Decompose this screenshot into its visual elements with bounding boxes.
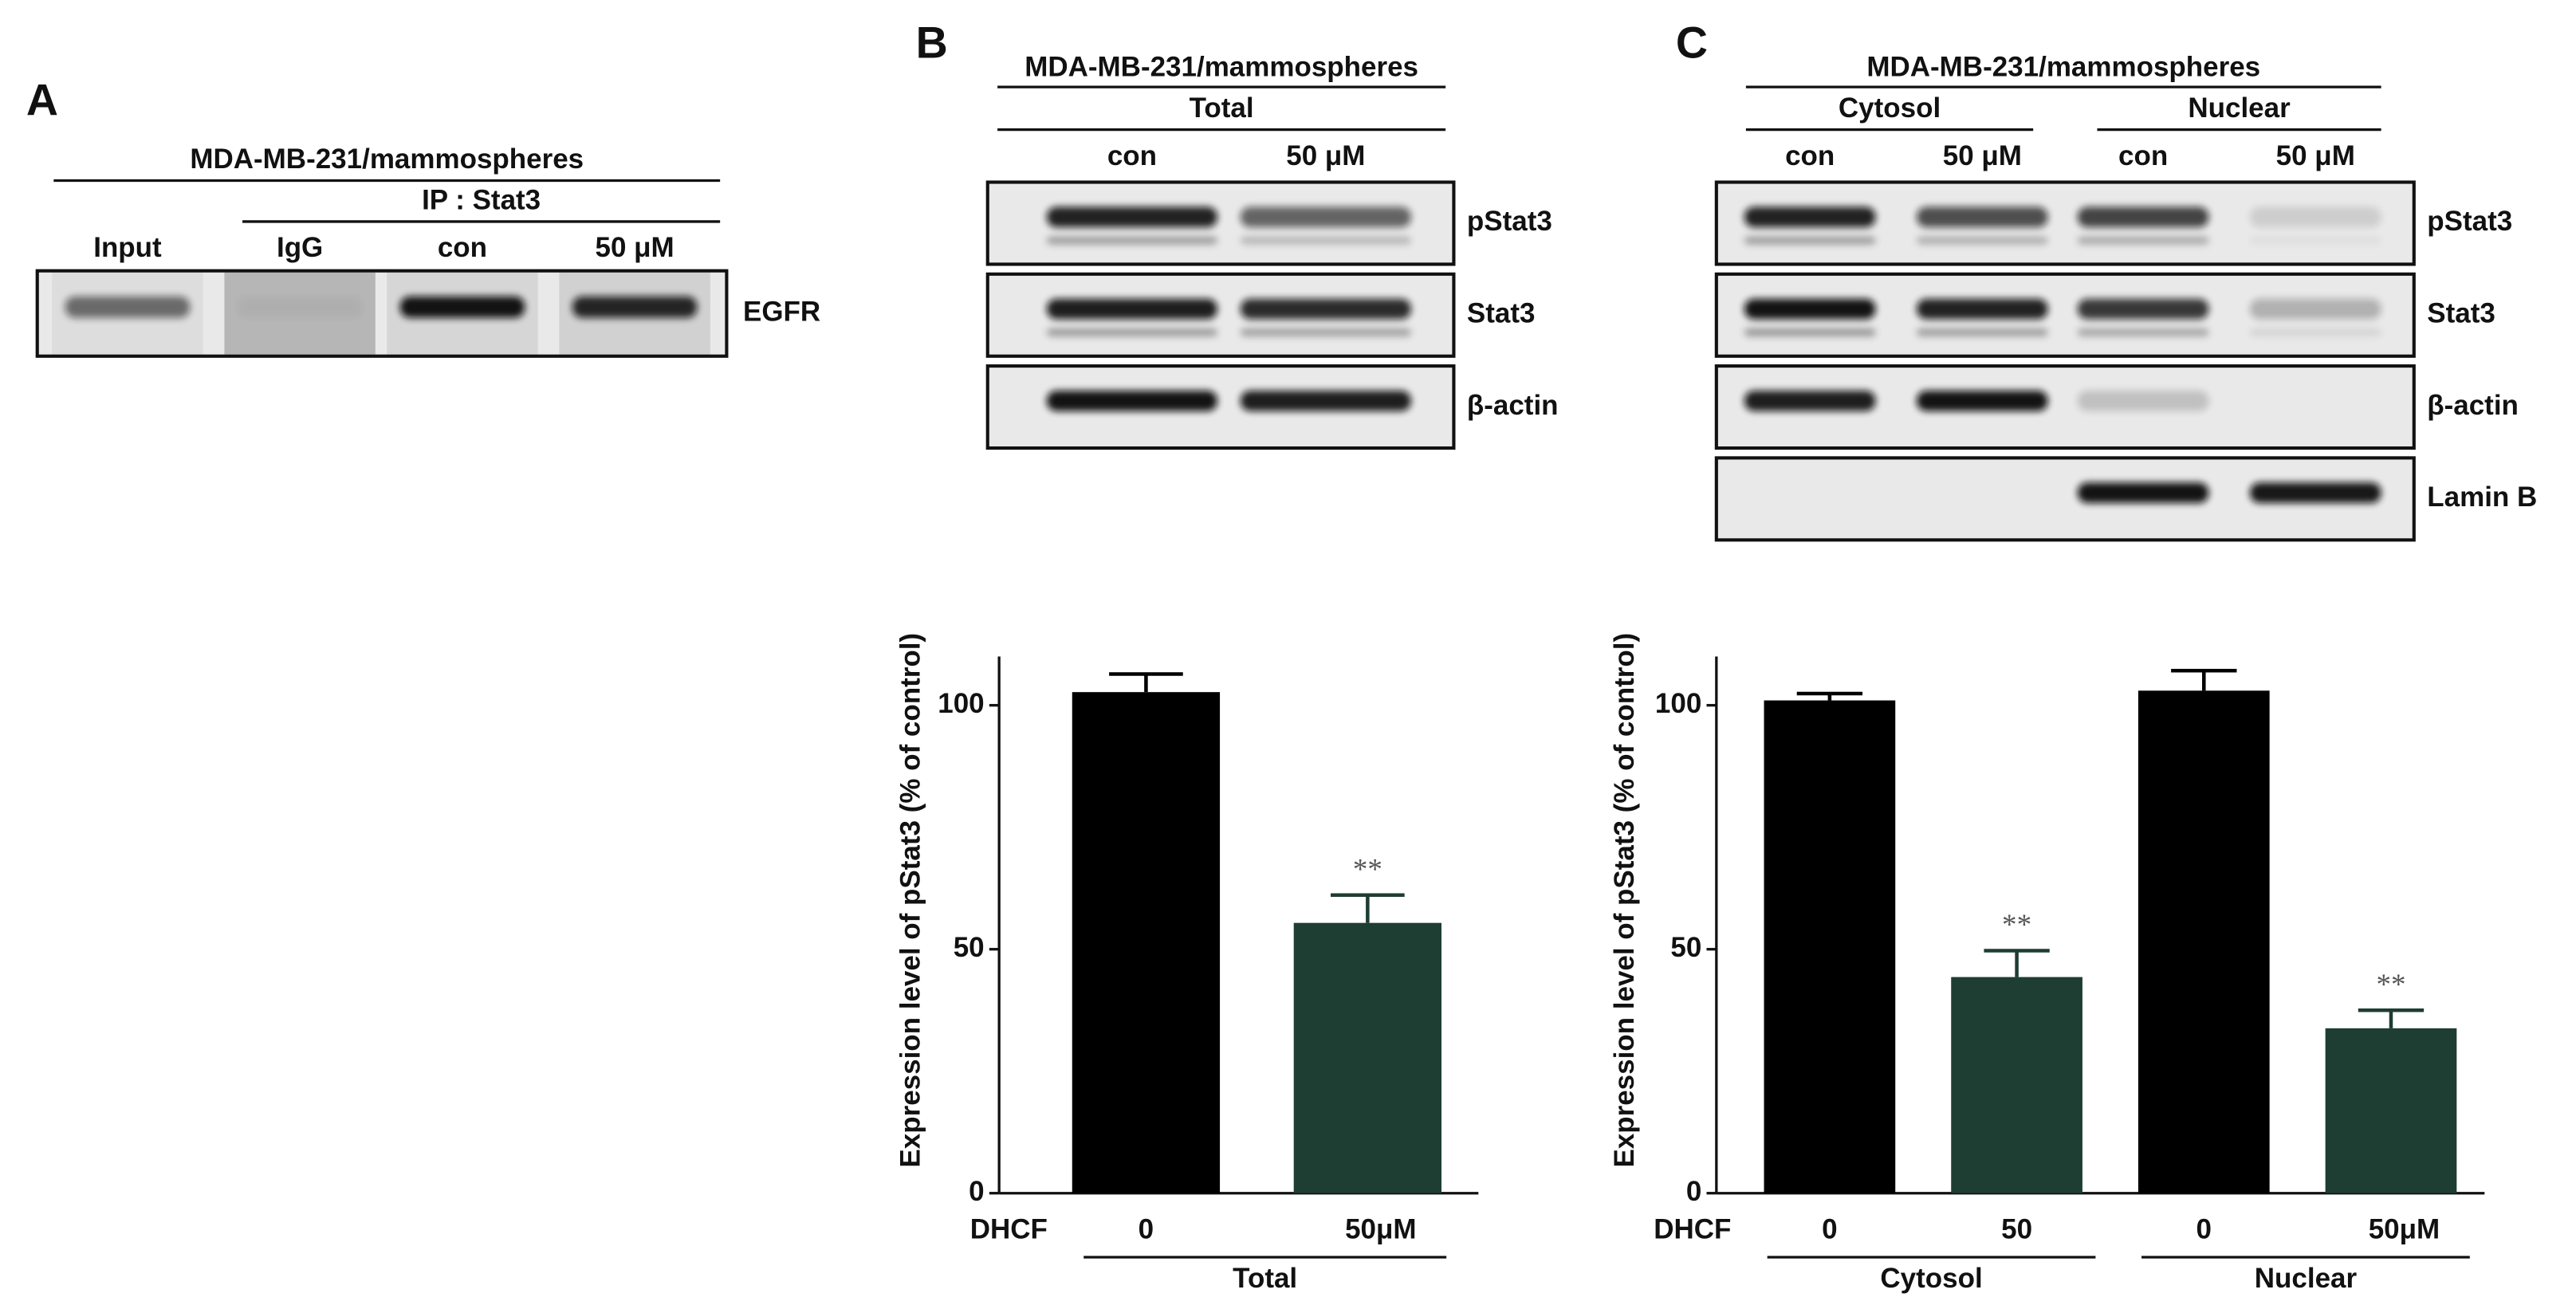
y-axis-title: Expression level of pStat3 (% of control… <box>1609 633 1640 1168</box>
x-tick-label: 0 <box>2196 1213 2212 1244</box>
blot-band <box>2077 298 2209 320</box>
blot-header: MDA-MB-231/mammospheres <box>1866 52 2260 83</box>
x-row-label: DHCF <box>970 1213 1048 1244</box>
significance: ** <box>2002 909 2031 942</box>
bar <box>1293 922 1441 1193</box>
blot-band <box>1917 206 2048 228</box>
bar <box>2137 690 2270 1193</box>
band-label: β-actin <box>2427 390 2519 421</box>
y-tick-label: 0 <box>969 1176 984 1207</box>
bar <box>1764 700 1896 1193</box>
band-label: pStat3 <box>1467 206 1552 237</box>
group-label: Total <box>1233 1263 1297 1294</box>
y-tick-label: 100 <box>1655 688 1701 719</box>
error-bar <box>2171 668 2237 691</box>
panel-label: A <box>26 75 58 124</box>
band-label: pStat3 <box>2427 206 2512 237</box>
blot-band <box>2249 482 2381 504</box>
blot-header: MDA-MB-231/mammospheres <box>1025 52 1418 83</box>
blot-band <box>1046 298 1217 320</box>
lane-label: con <box>438 232 487 263</box>
blot-band <box>2249 206 2381 228</box>
blot-band-minor <box>1744 236 1876 245</box>
lane-label: 50 μM <box>1286 140 1365 171</box>
group-label: Nuclear <box>2255 1263 2358 1294</box>
blot-band <box>399 296 525 318</box>
blot-band-minor <box>1046 236 1217 245</box>
x-tick-label: 50μM <box>1345 1213 1416 1244</box>
y-axis-title: Expression level of pStat3 (% of control… <box>895 633 926 1168</box>
blot-band <box>237 296 363 318</box>
blot-band <box>1917 298 2048 320</box>
blot-header: MDA-MB-231/mammospheres <box>190 143 584 175</box>
error-bar <box>2358 1008 2425 1028</box>
blot-band <box>2077 482 2209 504</box>
x-tick-label: 50μM <box>2369 1213 2440 1244</box>
y-tick-label: 100 <box>938 688 984 719</box>
blot-subheader: IP : Stat3 <box>422 184 541 215</box>
y-tick-label: 0 <box>1686 1176 1701 1207</box>
blot-band <box>1046 206 1217 228</box>
lane-label: con <box>2118 140 2168 171</box>
blot-band <box>1240 298 1411 320</box>
fraction-label: Nuclear <box>2188 92 2291 124</box>
bar <box>1951 977 2082 1193</box>
blot-band <box>1240 206 1411 228</box>
blot-band-minor <box>2249 236 2381 245</box>
band-label: EGFR <box>743 296 820 327</box>
x-tick-label: 50 <box>2001 1213 2032 1244</box>
lane-label: 50 μM <box>596 232 674 263</box>
y-tick-label: 50 <box>954 932 985 963</box>
blot-band-minor <box>1744 328 1876 337</box>
blot-band <box>1917 390 2048 411</box>
band-label: Lamin B <box>2427 482 2537 513</box>
panel-label: B <box>916 18 948 67</box>
x-row-label: DHCF <box>1654 1213 1731 1244</box>
blot-band-minor <box>2077 236 2209 245</box>
band-label: Stat3 <box>2427 298 2495 329</box>
blot-band-minor <box>1240 328 1411 337</box>
error-bar <box>1984 949 2050 977</box>
group-label: Cytosol <box>1880 1263 1982 1294</box>
blot-band-minor <box>1917 328 2048 337</box>
bar <box>1072 692 1221 1193</box>
band-label: Stat3 <box>1467 298 1536 329</box>
lane-label: con <box>1785 140 1835 171</box>
blot-band <box>65 296 191 318</box>
blot-band-minor <box>1240 236 1411 245</box>
blot-band <box>1744 206 1876 228</box>
lane-label: IgG <box>277 232 323 263</box>
blot-band-minor <box>1046 328 1217 337</box>
blot-band <box>2077 390 2209 411</box>
x-tick-label: 0 <box>1822 1213 1837 1244</box>
blot-band <box>1744 390 1876 411</box>
blot-band <box>1744 298 1876 320</box>
blot-band <box>2077 206 2209 228</box>
error-bar <box>1331 893 1405 923</box>
band-label: β-actin <box>1467 390 1559 421</box>
blot-band <box>572 296 698 318</box>
lane-label: 50 μM <box>1943 140 2022 171</box>
error-bar <box>1109 672 1183 693</box>
fraction-label: Cytosol <box>1839 92 1941 124</box>
significance: ** <box>1353 853 1382 886</box>
panel-label: C <box>1676 18 1708 67</box>
blot-band <box>1046 390 1217 411</box>
blot-band <box>1240 390 1411 411</box>
blot-subheader: Total <box>1190 92 1254 124</box>
blot-band-minor <box>2249 328 2381 337</box>
blot-band-minor <box>2077 328 2209 337</box>
blot-band <box>2249 298 2381 320</box>
blot-band-minor <box>1917 236 2048 245</box>
bar <box>2325 1028 2457 1193</box>
y-tick-label: 50 <box>1670 932 1701 963</box>
lane-label: Input <box>93 232 162 263</box>
significance: ** <box>2376 969 2405 1001</box>
x-tick-label: 0 <box>1139 1213 1154 1244</box>
error-bar <box>1796 691 1863 701</box>
lane-label: con <box>1107 140 1157 171</box>
lane-label: 50 μM <box>2276 140 2355 171</box>
